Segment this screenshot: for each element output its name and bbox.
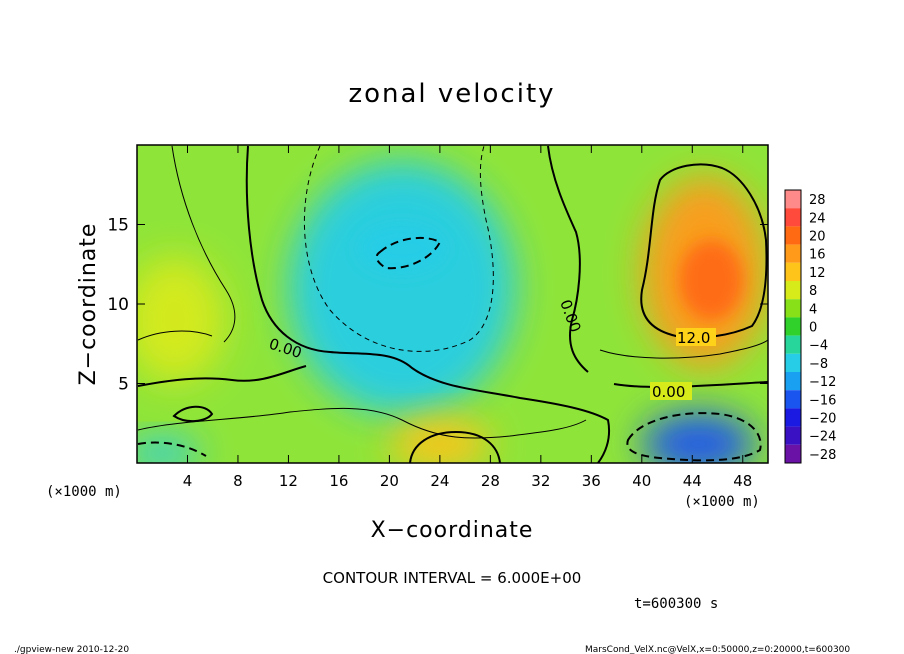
x-tick-label: 16 bbox=[329, 472, 348, 490]
x-tick-label: 48 bbox=[733, 472, 752, 490]
colorbar-swatch bbox=[785, 372, 801, 391]
region-warm-bottom bbox=[389, 418, 491, 463]
colorbar-label: 20 bbox=[809, 230, 826, 245]
colorbar-label: 8 bbox=[809, 284, 817, 299]
contour-dashed-core bbox=[375, 236, 442, 270]
colorbar-label: 12 bbox=[809, 266, 826, 281]
contour-dashed-blue bbox=[626, 412, 762, 462]
colorbar-label: −28 bbox=[809, 448, 836, 463]
x-tick-label: 8 bbox=[233, 472, 243, 490]
x-tick-label: 12 bbox=[279, 472, 298, 490]
colorbar-label: 16 bbox=[809, 248, 826, 263]
contour-thin-d bbox=[137, 407, 587, 439]
colorbar-label: −12 bbox=[809, 375, 836, 390]
x-tick-label: 44 bbox=[683, 472, 702, 490]
contour-zero-center bbox=[547, 145, 589, 373]
y-tick-label: 10 bbox=[107, 295, 129, 315]
x-tick-label: 32 bbox=[531, 472, 550, 490]
contour-bottom-warm bbox=[409, 430, 501, 463]
region-cyan-band bbox=[288, 160, 516, 416]
colorbar-swatch bbox=[785, 190, 801, 209]
colorbar: 28 24 20 16 12 8 4 0 −4 −8 −12 −16 −20 −24 −28 bbox=[784, 189, 836, 464]
x-tick-label: 24 bbox=[430, 472, 449, 490]
contour-zero-left bbox=[245, 145, 610, 463]
y-axis-label: Z−coordinate bbox=[76, 223, 101, 386]
colorbar-swatch bbox=[785, 444, 801, 463]
colorbar-label: −8 bbox=[809, 357, 828, 372]
colorbar-label: −16 bbox=[809, 393, 836, 408]
contour-lines bbox=[137, 145, 768, 463]
contour-twelve bbox=[640, 163, 768, 339]
colorbar-label: −4 bbox=[809, 339, 828, 354]
x-tick-label: 36 bbox=[582, 472, 601, 490]
time-text: t=600300 s bbox=[634, 596, 718, 612]
plot-area: 0.00 0.00 12.0 0.00 bbox=[137, 145, 768, 463]
contour-dashed-left bbox=[137, 441, 207, 457]
color-regions bbox=[137, 160, 768, 463]
colorbar-swatch bbox=[785, 208, 801, 227]
x-axis: 4 8 12 16 20 24 28 32 36 40 44 48 bbox=[183, 145, 752, 490]
colorbar-frame bbox=[784, 189, 802, 464]
colorbar-swatch bbox=[785, 408, 801, 427]
y-axis: 5 10 15 bbox=[107, 216, 768, 395]
region-yellow-left bbox=[137, 256, 226, 384]
region-cyan-core bbox=[357, 222, 447, 274]
x-tick-label: 4 bbox=[183, 472, 193, 490]
colorbar-label: −24 bbox=[809, 430, 836, 445]
chart-title: zonal velocity bbox=[348, 79, 555, 109]
colorbar-swatch bbox=[785, 335, 801, 354]
contour-thin-b bbox=[137, 145, 236, 343]
footer-left: ./gpview-new 2010-12-20 bbox=[14, 645, 129, 654]
colorbar-swatch bbox=[785, 390, 801, 409]
x-unit-right: (×1000 m) bbox=[684, 494, 760, 510]
y-tick-label: 15 bbox=[107, 216, 129, 236]
colorbar-swatch bbox=[785, 244, 801, 263]
colorbar-swatch bbox=[785, 281, 801, 300]
colorbar-label: 4 bbox=[809, 302, 817, 317]
contour-label-3: 12.0 bbox=[677, 329, 710, 347]
colorbar-swatch bbox=[785, 353, 801, 372]
contour-interval-text: CONTOUR INTERVAL = 6.000E+00 bbox=[323, 569, 582, 587]
x-axis-label: X−coordinate bbox=[371, 518, 534, 543]
x-tick-label: 20 bbox=[380, 472, 399, 490]
colorbar-label: 24 bbox=[809, 211, 826, 226]
contour-small-blob bbox=[172, 405, 214, 422]
region-warm-right-core bbox=[679, 240, 743, 320]
x-unit-left: (×1000 m) bbox=[46, 484, 122, 500]
x-tick-label: 40 bbox=[632, 472, 651, 490]
colorbar-label: 28 bbox=[809, 193, 826, 208]
colorbar-swatch bbox=[785, 426, 801, 445]
colorbar-label: 0 bbox=[809, 321, 817, 336]
colorbar-swatch bbox=[785, 226, 801, 245]
region-cyan-bottom-left bbox=[137, 437, 201, 463]
footer-right: MarsCond_VelX.nc@VelX,x=0:50000,z=0:2000… bbox=[585, 645, 850, 654]
colorbar-swatch bbox=[785, 262, 801, 281]
colorbar-swatch bbox=[785, 299, 801, 318]
y-tick-label: 5 bbox=[118, 375, 129, 395]
x-tick-label: 28 bbox=[481, 472, 500, 490]
contour-thin-c bbox=[599, 339, 768, 359]
colorbar-swatch bbox=[785, 317, 801, 336]
region-blue-bottom-right bbox=[641, 412, 756, 463]
colorbar-label: −20 bbox=[809, 412, 836, 427]
contour-label-4: 0.00 bbox=[652, 383, 685, 401]
